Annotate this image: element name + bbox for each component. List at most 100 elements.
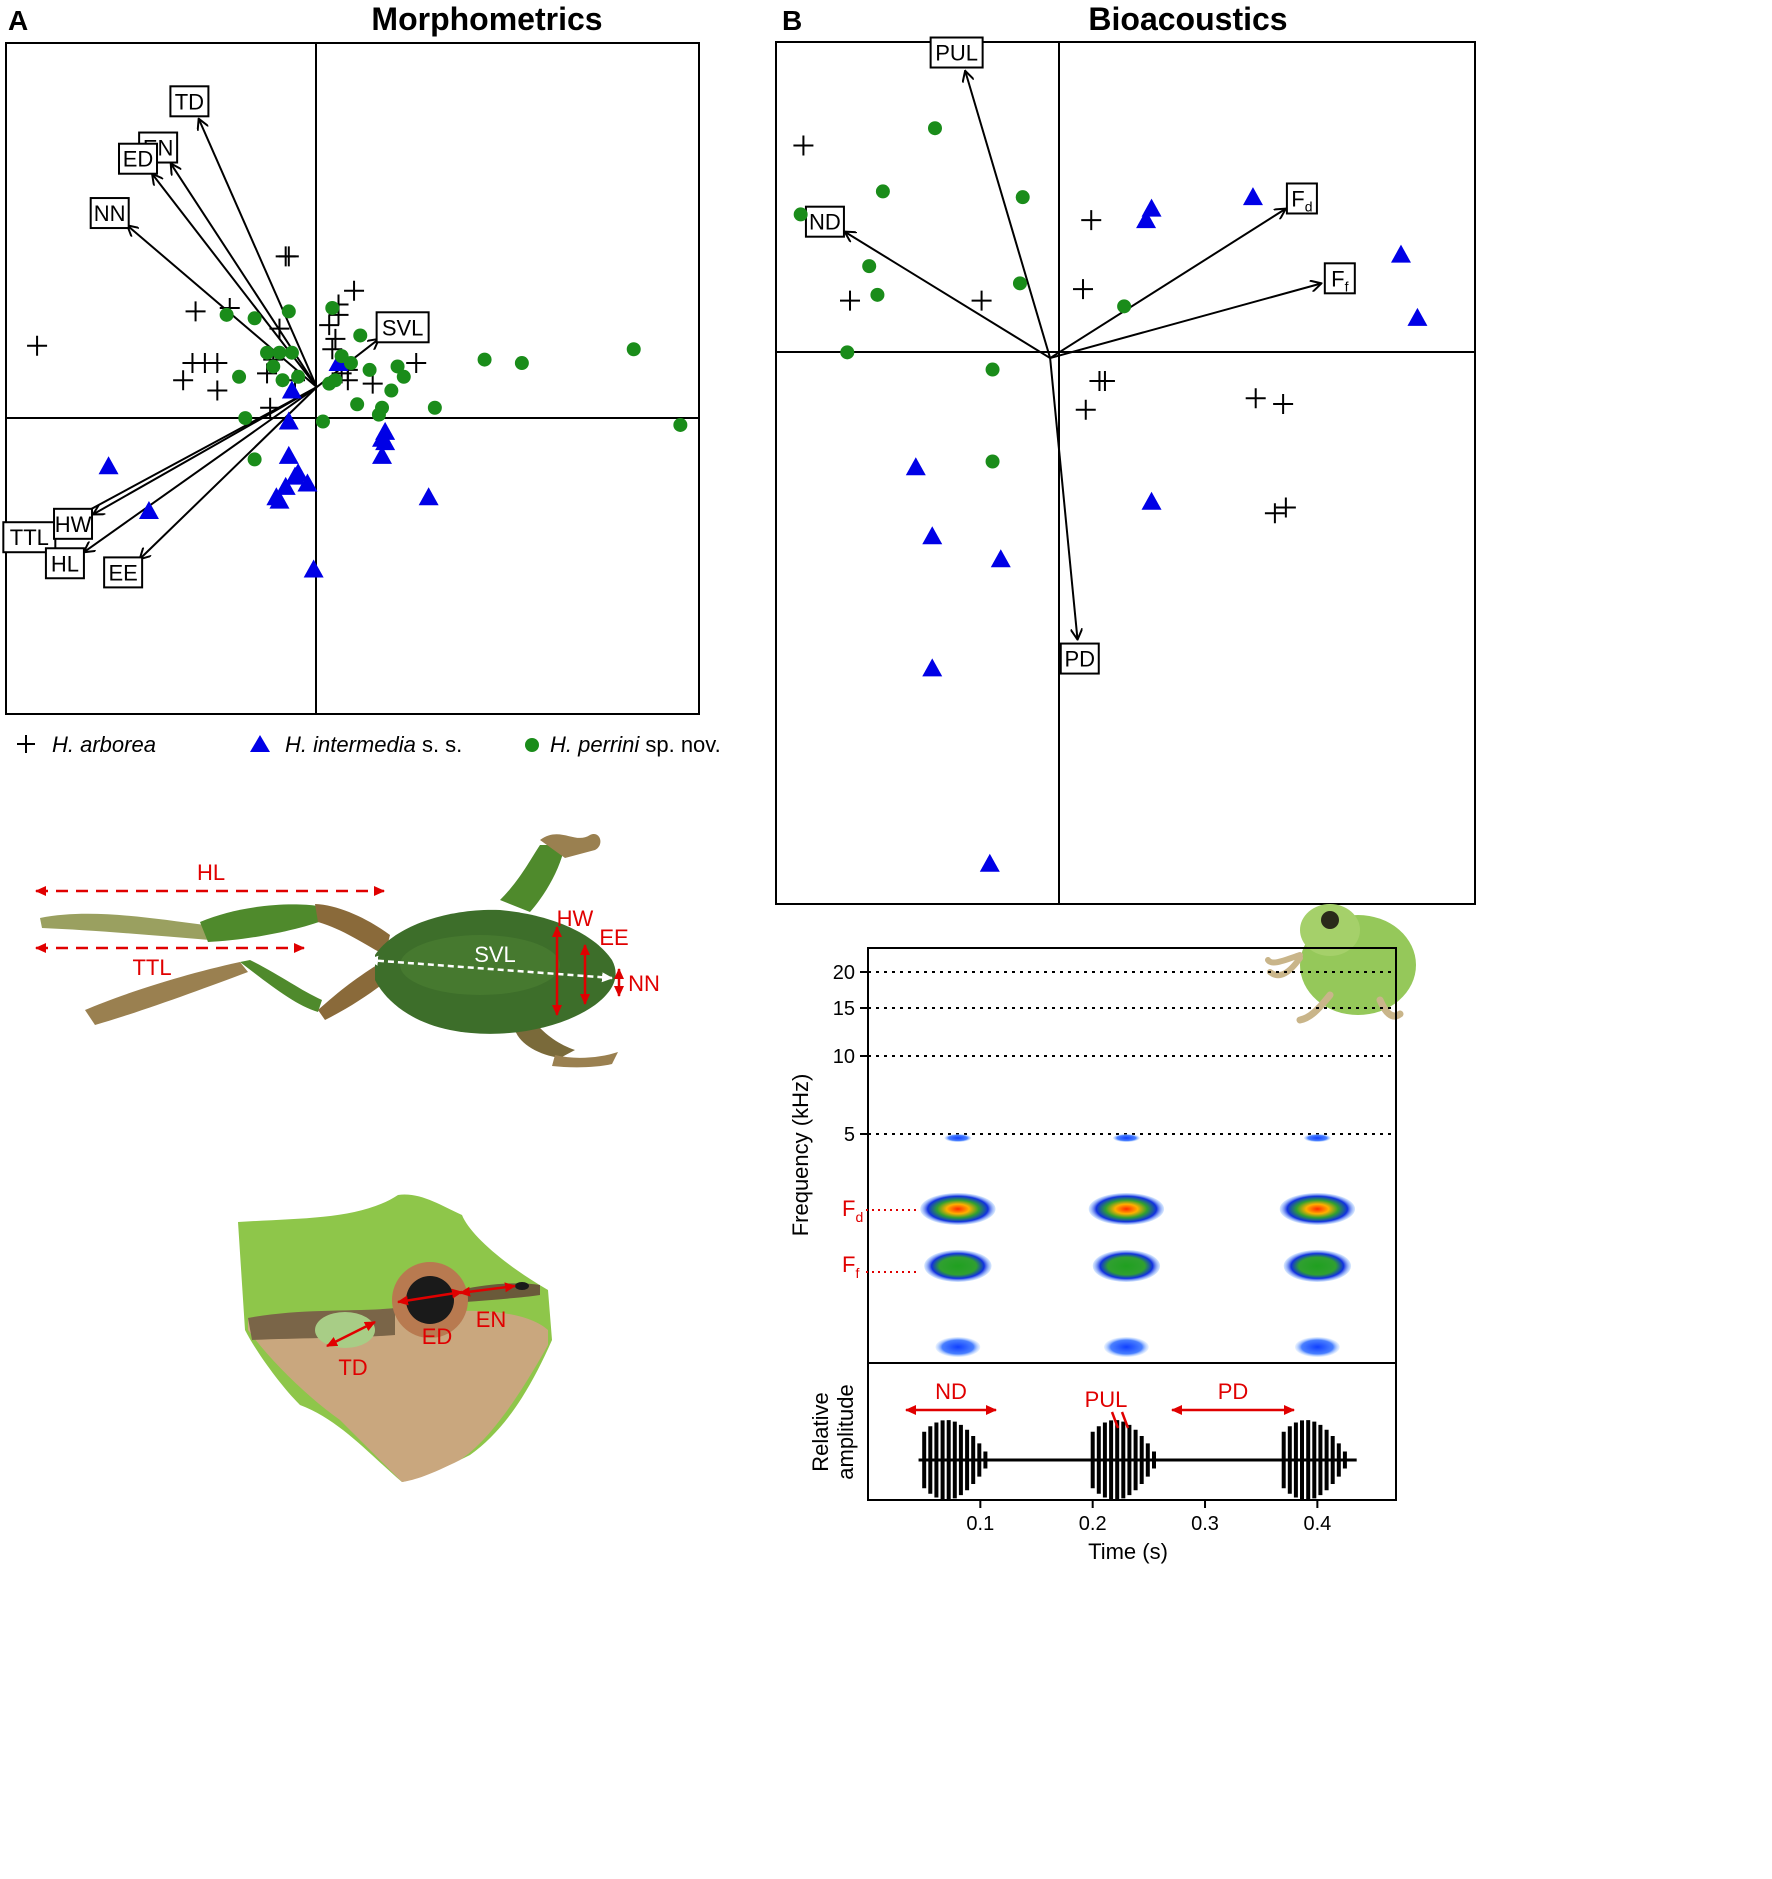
dominant-frequency-energy <box>920 1193 996 1225</box>
loading-pul: PUL <box>929 36 1052 359</box>
freq-tick-label: 20 <box>833 962 855 984</box>
point-perrini <box>232 369 247 384</box>
point-perrini <box>626 342 641 357</box>
point-perrini <box>396 369 411 384</box>
freq-tick-label: 5 <box>844 1124 855 1146</box>
legend-label-perrini: H. perrini sp. nov. <box>550 732 721 757</box>
point-perrini <box>272 345 287 360</box>
point-perrini <box>291 369 306 384</box>
dominant-frequency-energy <box>1279 1193 1356 1225</box>
point-perrini <box>673 417 688 432</box>
point-arborea <box>971 290 992 311</box>
loading-nn: NN <box>89 197 318 388</box>
ee-measure-label: EE <box>599 925 628 950</box>
low-frequency-energy <box>935 1337 981 1357</box>
td-measure-label: TD <box>338 1355 367 1380</box>
loading-label: ED <box>123 147 154 172</box>
loading-nd: ND <box>804 205 1051 359</box>
point-perrini <box>247 311 262 326</box>
point-arborea <box>325 328 346 349</box>
freq-tick-label: 15 <box>833 998 855 1020</box>
point-perrini <box>870 287 885 302</box>
point-intermedia <box>297 473 318 492</box>
point-intermedia <box>922 526 943 545</box>
legend-item-arborea: H. arborea <box>17 732 156 757</box>
point-arborea <box>260 397 281 418</box>
loading-label: ND <box>809 210 841 235</box>
loading-label-box <box>44 547 85 580</box>
frog-head-picture <box>238 1194 552 1482</box>
point-arborea <box>173 370 194 391</box>
point-arborea <box>207 380 228 401</box>
point-intermedia <box>1390 244 1411 263</box>
dominant-frequency-energy <box>1088 1193 1165 1225</box>
en-measure-arrow <box>459 1282 516 1297</box>
point-perrini <box>1012 276 1027 291</box>
low-frequency-energy <box>1103 1337 1149 1357</box>
loading-ttl: TTL <box>2 386 318 554</box>
time-ticks: 0.1 0.2 0.3 0.4 <box>966 1500 1331 1535</box>
loading-svl: SVL <box>316 311 430 388</box>
loading-pd: PD <box>1049 357 1100 675</box>
point-perrini <box>343 356 358 371</box>
point-perrini <box>238 411 253 426</box>
loading-arrow <box>127 225 318 388</box>
point-intermedia <box>1136 210 1157 229</box>
point-perrini <box>985 454 1000 469</box>
loading-label: SVL <box>382 315 424 340</box>
frequency-gridlines <box>868 971 1396 1135</box>
point-perrini <box>514 356 529 371</box>
point-arborea <box>1273 394 1294 415</box>
loading-arrow <box>845 232 1051 359</box>
loading-arrow <box>1049 209 1286 359</box>
point-perrini <box>350 397 365 412</box>
point-arborea <box>1275 497 1296 518</box>
td-measure-arrow <box>326 1320 376 1348</box>
svl-measure-label: SVL <box>474 942 516 967</box>
point-arborea <box>793 135 814 156</box>
point-intermedia <box>275 476 296 495</box>
panel-b-label: B <box>782 5 802 36</box>
point-intermedia <box>138 500 159 519</box>
point-arborea <box>275 246 296 267</box>
point-arborea <box>319 315 340 336</box>
amplitude-frame <box>867 1362 1397 1501</box>
point-perrini <box>275 373 290 388</box>
fd-label: Fd <box>842 1196 863 1225</box>
frog-body-illustration: HL TTL SVL HW EE NN <box>35 833 660 1068</box>
point-perrini <box>247 452 262 467</box>
pul-measure-label: PUL <box>1085 1387 1128 1412</box>
point-perrini <box>840 345 855 360</box>
point-arborea <box>1075 399 1096 420</box>
point-perrini <box>477 352 492 367</box>
en-measure-label: EN <box>476 1307 507 1332</box>
point-arborea <box>1081 210 1102 231</box>
loading-label: TD <box>175 89 204 114</box>
loading-ff: Ff <box>1049 262 1356 360</box>
loading-label-box <box>103 556 144 589</box>
point-perrini <box>260 345 275 360</box>
loading-label-box <box>375 311 430 344</box>
plot-a-frame <box>5 42 700 715</box>
loading-label: Ff <box>1331 266 1348 294</box>
svl-measure-arrow <box>367 955 613 983</box>
point-perrini <box>1015 190 1030 205</box>
tree-frog-picture <box>1265 904 1416 1024</box>
point-intermedia <box>372 445 393 464</box>
high-frequency-energy <box>1112 1134 1140 1142</box>
frequency-ticks: 5 10 15 20 <box>833 962 868 1146</box>
loading-label: NN <box>94 201 126 226</box>
panel-a-label: A <box>8 5 28 36</box>
loading-label-box <box>2 521 57 554</box>
circle-marker-icon <box>525 738 539 752</box>
point-perrini <box>927 121 942 136</box>
hw-measure-label: HW <box>557 906 594 931</box>
point-arborea <box>1245 388 1266 409</box>
point-perrini <box>384 383 399 398</box>
loading-label: TTL <box>10 525 49 550</box>
frequency-axis-label: Frequency (kHz) <box>788 1074 813 1237</box>
point-intermedia <box>281 380 302 399</box>
point-intermedia <box>375 432 396 451</box>
